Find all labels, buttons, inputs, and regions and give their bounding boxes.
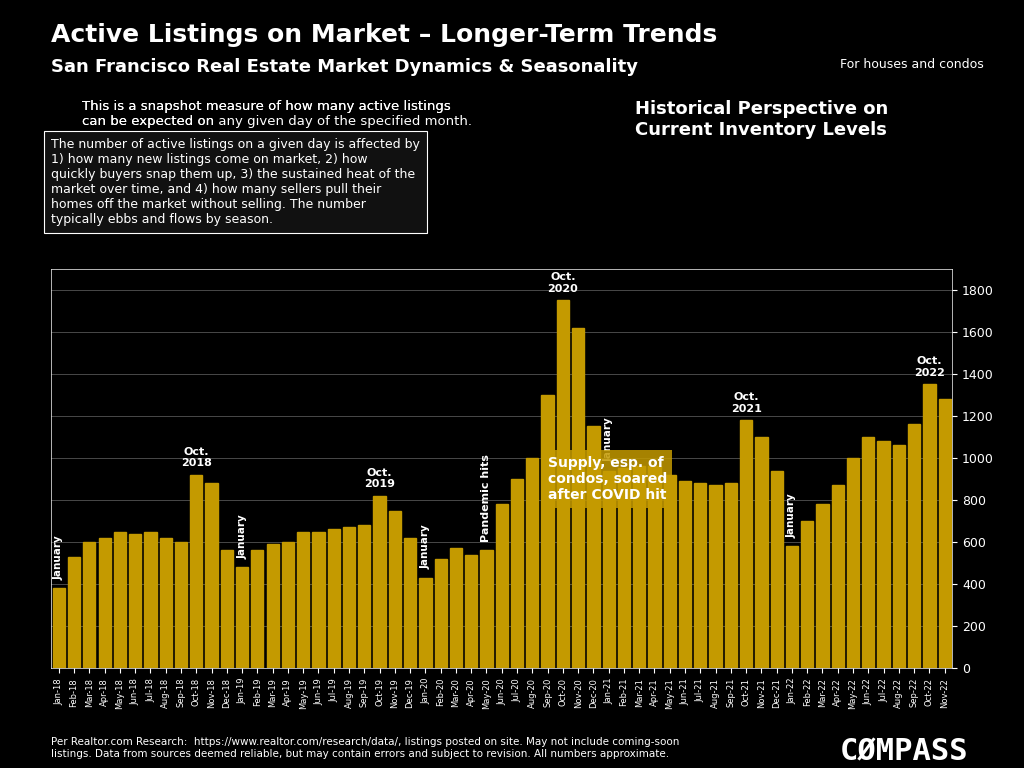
Text: For houses and condos: For houses and condos xyxy=(840,58,983,71)
Bar xyxy=(68,557,80,668)
Bar xyxy=(98,538,111,668)
Bar xyxy=(450,548,462,668)
Bar xyxy=(617,468,630,668)
Bar xyxy=(389,511,401,668)
Text: January: January xyxy=(54,535,63,580)
Bar xyxy=(862,437,874,668)
Text: Oct.
2022: Oct. 2022 xyxy=(914,356,945,378)
Text: Active Listings on Market – Longer-Term Trends: Active Listings on Market – Longer-Term … xyxy=(51,23,718,47)
Bar xyxy=(129,534,141,668)
Bar xyxy=(542,395,554,668)
Bar xyxy=(511,479,523,668)
Bar xyxy=(893,445,905,668)
Bar xyxy=(648,466,660,668)
Bar xyxy=(588,426,599,668)
Bar xyxy=(297,531,309,668)
Bar xyxy=(190,475,203,668)
Bar xyxy=(725,483,737,668)
Bar xyxy=(114,531,126,668)
Bar xyxy=(664,475,676,668)
Bar xyxy=(419,578,431,668)
Bar xyxy=(679,481,691,668)
Bar xyxy=(434,559,446,668)
Bar xyxy=(175,542,187,668)
Bar xyxy=(557,300,569,668)
Text: Oct.
2019: Oct. 2019 xyxy=(365,468,395,489)
Bar xyxy=(221,551,232,668)
Bar xyxy=(878,441,890,668)
Text: This is a snapshot measure of how many active listings
can be expected on any gi: This is a snapshot measure of how many a… xyxy=(82,100,472,127)
Bar xyxy=(771,471,782,668)
Text: Oct.
2021: Oct. 2021 xyxy=(731,392,762,414)
Text: Pandemic hits: Pandemic hits xyxy=(481,454,492,542)
Text: January: January xyxy=(238,514,247,559)
Bar xyxy=(785,546,798,668)
Text: Historical Perspective on
Current Inventory Levels: Historical Perspective on Current Invent… xyxy=(635,100,888,139)
Bar xyxy=(328,529,340,668)
Text: Oct.
2020: Oct. 2020 xyxy=(548,273,579,294)
Bar xyxy=(496,505,508,668)
Bar xyxy=(83,542,95,668)
Bar xyxy=(694,483,707,668)
Bar xyxy=(374,496,386,668)
Bar xyxy=(939,399,951,668)
Bar xyxy=(343,528,355,668)
Bar xyxy=(266,545,279,668)
Text: This is a snapshot measure of how many active listings
can be expected on: This is a snapshot measure of how many a… xyxy=(82,100,451,127)
Text: CØMPASS: CØMPASS xyxy=(840,737,969,766)
Text: The number of active listings on a given day is affected by
1) how many new list: The number of active listings on a given… xyxy=(51,138,420,227)
Text: Oct.
2018: Oct. 2018 xyxy=(181,447,212,468)
Bar xyxy=(206,483,218,668)
Text: Supply, esp. of
condos, soared
after COVID hit: Supply, esp. of condos, soared after COV… xyxy=(548,455,667,502)
Bar xyxy=(633,466,645,668)
Bar xyxy=(52,588,65,668)
Bar xyxy=(282,542,294,668)
Text: San Francisco Real Estate Market Dynamics & Seasonality: San Francisco Real Estate Market Dynamic… xyxy=(51,58,638,75)
Bar xyxy=(404,538,416,668)
Bar xyxy=(801,521,813,668)
Text: This is a snapshot measure of how many active listings
can be expected on any gi: This is a snapshot measure of how many a… xyxy=(82,100,472,127)
Bar xyxy=(465,554,477,668)
Bar xyxy=(710,485,722,668)
Bar xyxy=(144,531,157,668)
Bar xyxy=(847,458,859,668)
Bar xyxy=(572,328,585,668)
Bar xyxy=(236,568,248,668)
Bar xyxy=(480,551,493,668)
Bar xyxy=(816,505,828,668)
Text: Per Realtor.com Research:  https://www.realtor.com/research/data/, listings post: Per Realtor.com Research: https://www.re… xyxy=(51,737,680,759)
Bar xyxy=(908,425,921,668)
Bar xyxy=(602,471,614,668)
Bar xyxy=(160,538,172,668)
Bar xyxy=(740,420,753,668)
Text: January: January xyxy=(421,525,430,569)
Bar xyxy=(312,531,325,668)
Bar xyxy=(756,437,768,668)
Bar xyxy=(924,385,936,668)
Text: January: January xyxy=(604,418,613,462)
Bar xyxy=(526,458,539,668)
Bar xyxy=(358,525,371,668)
Bar xyxy=(831,485,844,668)
Bar xyxy=(251,551,263,668)
Text: January: January xyxy=(787,493,797,538)
